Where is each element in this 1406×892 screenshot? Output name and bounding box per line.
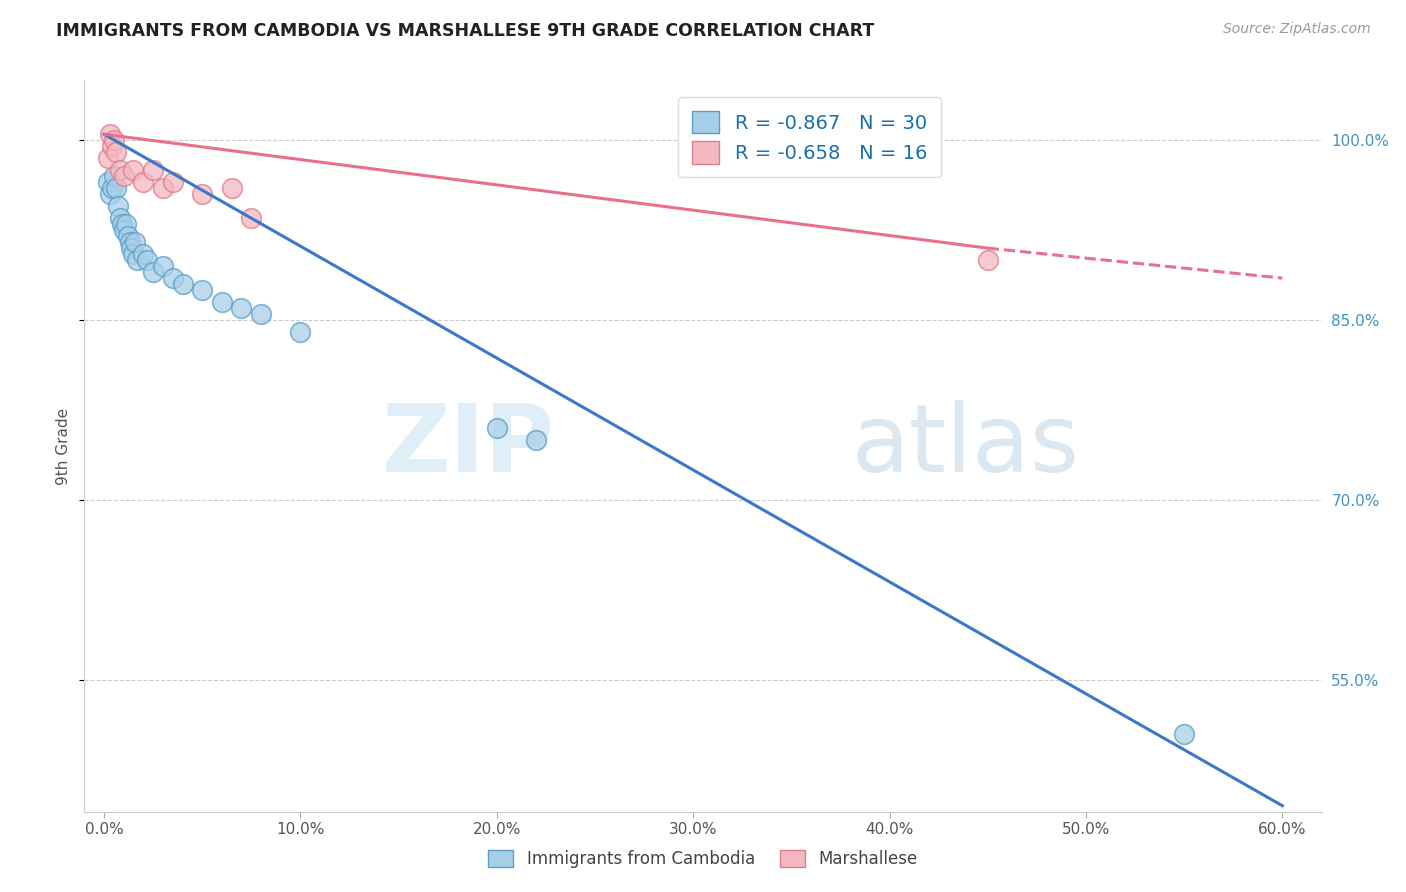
Point [127,253,149,268]
Point [104,181,127,195]
Point [104,145,127,160]
Point [136,253,159,268]
Text: IMMIGRANTS FROM CAMBODIA VS MARSHALLESE 9TH GRADE CORRELATION CHART: IMMIGRANTS FROM CAMBODIA VS MARSHALLESE … [56,22,875,40]
Point [250,307,273,321]
Point [162,175,184,189]
Point [240,211,263,226]
Text: ZIP: ZIP [381,400,554,492]
Point [485,421,508,435]
Legend: Immigrants from Cambodia, Marshallese: Immigrants from Cambodia, Marshallese [482,843,924,875]
Point [108,163,131,178]
Point [132,175,155,189]
Point [221,181,243,195]
Point [121,241,143,255]
Point [108,211,131,226]
Point [524,433,547,447]
Point [231,301,253,315]
Text: atlas: atlas [852,400,1080,492]
Point [142,163,165,178]
Point [98,187,121,202]
Point [112,169,135,184]
Text: Source: ZipAtlas.com: Source: ZipAtlas.com [1223,22,1371,37]
Point [101,139,124,153]
Point [122,163,145,178]
Point [97,175,120,189]
Point [103,169,125,184]
Point [111,217,134,231]
Point [112,223,135,237]
Point [103,133,125,147]
Point [114,217,136,231]
Point [977,253,1000,268]
Point [172,277,194,292]
Point [162,271,184,285]
Point [124,235,146,249]
Point [211,295,233,310]
Point [107,199,129,213]
Point [1173,727,1195,741]
Point [290,325,312,339]
Legend: R = -0.867   N = 30, R = -0.658   N = 16: R = -0.867 N = 30, R = -0.658 N = 16 [678,97,941,178]
Point [191,187,214,202]
Point [101,181,124,195]
Point [152,181,174,195]
Point [117,229,139,244]
Point [132,247,155,261]
Point [152,259,174,273]
Point [98,127,121,141]
Y-axis label: 9th Grade: 9th Grade [56,408,72,484]
Point [191,283,214,297]
Point [118,235,141,249]
Point [142,265,165,279]
Point [97,151,120,165]
Point [122,247,145,261]
